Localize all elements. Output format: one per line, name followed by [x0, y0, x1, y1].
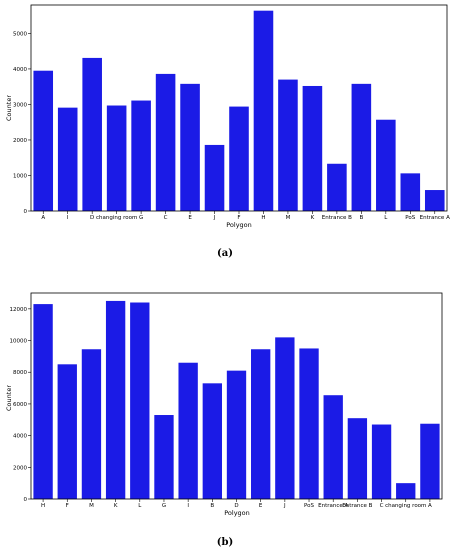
x-tick-label: J [283, 503, 286, 509]
bar-6 [155, 73, 176, 212]
x-tick-label: D [234, 503, 238, 509]
bar-2 [57, 107, 78, 211]
x-tick-label: E [188, 215, 192, 221]
y-tick-label: 4000 [13, 67, 27, 73]
bar-13 [323, 395, 343, 499]
y-tick-label: 0 [24, 209, 28, 215]
x-tick-label: I [67, 215, 69, 221]
x-axis-label: Polygon [226, 221, 252, 229]
x-tick-label: Entrance B [342, 503, 372, 509]
bar-7 [178, 362, 198, 499]
bar-4 [105, 300, 126, 499]
caption-a: (a) [217, 248, 233, 259]
bar-7 [180, 83, 200, 211]
y-tick-label: 1000 [13, 173, 27, 179]
x-tick-label: J [213, 215, 216, 221]
bar-12 [299, 348, 319, 499]
x-tick-label: changing room [385, 503, 426, 509]
x-tick-label: Entrance A [318, 503, 348, 509]
bar-1 [33, 304, 53, 499]
y-tick-label: 2000 [13, 138, 27, 144]
bar-15 [371, 424, 392, 499]
bar-10 [253, 10, 274, 212]
y-tick-label: 6000 [13, 402, 27, 408]
bar-8 [204, 144, 225, 211]
bar-15 [376, 119, 396, 211]
bar-16 [396, 483, 416, 499]
bar-17 [424, 190, 445, 211]
x-tick-label: G [139, 215, 143, 221]
y-axis-label: Counter [5, 95, 13, 121]
bar-2 [57, 364, 77, 499]
bar-11 [278, 79, 298, 211]
caption-b: (b) [217, 537, 233, 548]
x-tick-label: C [380, 503, 384, 509]
x-tick-label: M [89, 503, 94, 509]
bar-6 [154, 415, 174, 499]
bar-3 [81, 349, 102, 499]
x-tick-label: A [41, 215, 45, 221]
bar-3 [82, 57, 102, 212]
x-tick-label: K [311, 215, 315, 221]
y-tick-label: 4000 [13, 434, 27, 440]
bar-12 [302, 85, 323, 211]
y-tick-label: 2000 [13, 465, 27, 471]
x-tick-label: F [66, 503, 69, 509]
bar-8 [202, 383, 222, 499]
x-tick-label: I [187, 503, 189, 509]
bar-5 [130, 302, 150, 499]
bar-5 [131, 100, 151, 211]
y-tick-label: 0 [24, 497, 28, 503]
bar-1 [33, 70, 54, 211]
y-tick-label: 8000 [13, 370, 27, 376]
x-tick-label: F [237, 215, 240, 221]
x-tick-label: PoS [304, 503, 314, 509]
bar-9 [229, 106, 249, 211]
bar-10 [251, 349, 271, 499]
y-tick-label: 12000 [10, 307, 28, 313]
bar-4 [106, 105, 127, 211]
x-tick-label: Entrance B [322, 215, 352, 221]
x-tick-label: Entrance A [420, 215, 450, 221]
x-tick-label: B [210, 503, 214, 509]
bar-14 [347, 418, 368, 499]
x-tick-label: G [162, 503, 166, 509]
x-tick-label: H [41, 503, 45, 509]
y-tick-label: 3000 [13, 102, 27, 108]
x-tick-label: D [90, 215, 94, 221]
bar-16 [400, 173, 421, 211]
y-axis-label: Counter [5, 385, 13, 411]
x-tick-label: PoS [405, 215, 415, 221]
x-tick-label: H [261, 215, 265, 221]
x-tick-label: L [384, 215, 388, 221]
x-tick-label: C [164, 215, 168, 221]
chart-panel-b: Counter Polygon (b) H F M K L G I B D E J PoS Entran… [5, 292, 443, 548]
x-tick-label: M [286, 215, 291, 221]
y-tick-label: 10000 [10, 339, 28, 345]
x-tick-label: E [259, 503, 263, 509]
x-axis-label: Polygon [224, 509, 250, 517]
bar-14 [351, 83, 372, 211]
x-tick-label: B [359, 215, 363, 221]
bar-17 [420, 423, 440, 499]
x-tick-label: A [428, 503, 432, 509]
x-tick-label: changing room [96, 215, 137, 221]
y-tick-label: 5000 [13, 31, 27, 37]
bar-11 [275, 337, 295, 499]
x-tick-label: L [138, 503, 142, 509]
x-tick-label: K [114, 503, 118, 509]
bar-9 [226, 370, 247, 499]
bar-13 [327, 163, 347, 211]
